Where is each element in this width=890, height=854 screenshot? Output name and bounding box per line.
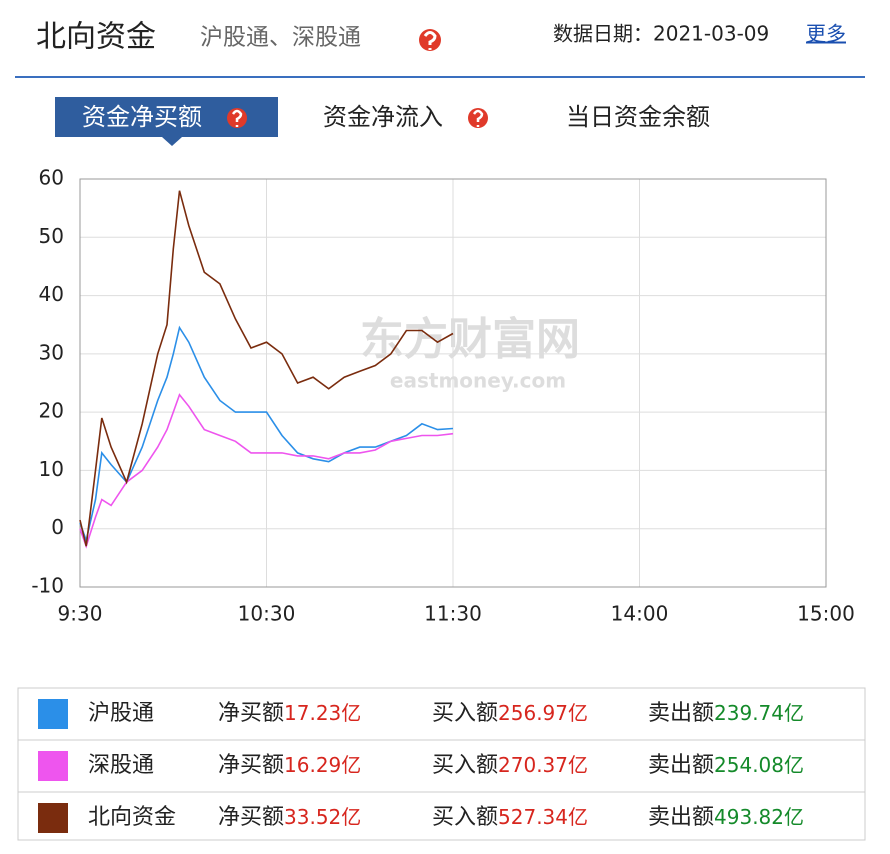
subtitle: 沪股通、深股通: [200, 25, 361, 51]
summary-cell: 卖出额239.74亿: [648, 701, 804, 727]
legend-label: 沪股通: [88, 701, 154, 726]
legend-swatch: [38, 803, 68, 833]
summary-label: 卖出额: [648, 753, 714, 778]
summary-value: 17.23亿: [284, 701, 361, 725]
summary-cell: 买入额256.97亿: [432, 701, 588, 727]
title: 北向资金: [36, 20, 156, 55]
summary-cell: 卖出额254.08亿: [648, 753, 804, 779]
summary-cell: 买入额527.34亿: [432, 805, 588, 831]
summary-cell: 卖出额493.82亿: [648, 805, 804, 831]
summary-label: 买入额: [432, 701, 498, 726]
date: 数据日期：2021-03-09: [553, 22, 769, 46]
y-tick-label: 60: [39, 166, 64, 190]
summary-label: 买入额: [432, 753, 498, 778]
watermark: eastmoney.com: [390, 369, 566, 393]
help-icon[interactable]: [419, 29, 441, 51]
y-tick-label: 50: [39, 224, 64, 248]
watermark: 东方财富网: [360, 314, 580, 365]
x-tick-label: 11:30: [424, 602, 482, 626]
summary-label: 卖出额: [648, 805, 714, 830]
summary-cell: 净买额16.29亿: [218, 753, 361, 779]
legend-label: 深股通: [88, 753, 154, 778]
summary-value: 33.52亿: [284, 805, 361, 829]
x-tick-label: 9:30: [58, 602, 103, 626]
x-tick-label: 15:00: [797, 602, 855, 626]
summary-cell: 净买额17.23亿: [218, 701, 361, 727]
summary-cell: 净买额33.52亿: [218, 805, 361, 831]
series-line: [79, 190, 454, 547]
x-tick-label: 14:00: [611, 602, 669, 626]
y-tick-label: 0: [51, 515, 64, 539]
help-icon[interactable]: [468, 108, 488, 128]
summary-value: 527.34亿: [498, 805, 588, 829]
divider: [15, 76, 865, 78]
help-icon[interactable]: [227, 108, 247, 128]
tab[interactable]: 当日资金余额: [566, 103, 710, 131]
summary-value: 270.37亿: [498, 753, 588, 777]
summary-value: 239.74亿: [714, 701, 804, 725]
tab[interactable]: 资金净买额: [82, 103, 202, 131]
summary-value: 493.82亿: [714, 805, 804, 829]
legend-label: 北向资金: [88, 805, 176, 830]
series-line: [79, 325, 454, 544]
summary-cell: 买入额270.37亿: [432, 753, 588, 779]
y-tick-label: 10: [39, 457, 64, 481]
summary-value: 254.08亿: [714, 753, 804, 777]
summary-label: 买入额: [432, 805, 498, 830]
x-tick-label: 10:30: [238, 602, 296, 626]
y-tick-label: 30: [39, 340, 64, 364]
summary-value: 16.29亿: [284, 753, 361, 777]
legend-swatch: [38, 699, 68, 729]
plot-frame: [79, 178, 827, 588]
tab-pointer: [162, 137, 182, 146]
more-link[interactable]: 更多: [806, 22, 846, 46]
y-tick-label: 20: [39, 399, 64, 423]
y-tick-label: 40: [39, 282, 64, 306]
summary-label: 净买额: [218, 701, 284, 726]
summary-value: 256.97亿: [498, 701, 588, 725]
tab[interactable]: 资金净流入: [323, 103, 443, 131]
legend-swatch: [38, 751, 68, 781]
summary-label: 净买额: [218, 805, 284, 830]
series-line: [79, 393, 454, 549]
summary-label: 净买额: [218, 753, 284, 778]
summary-label: 卖出额: [648, 701, 714, 726]
y-tick-label: -10: [31, 574, 64, 598]
summary-table: [17, 687, 866, 841]
